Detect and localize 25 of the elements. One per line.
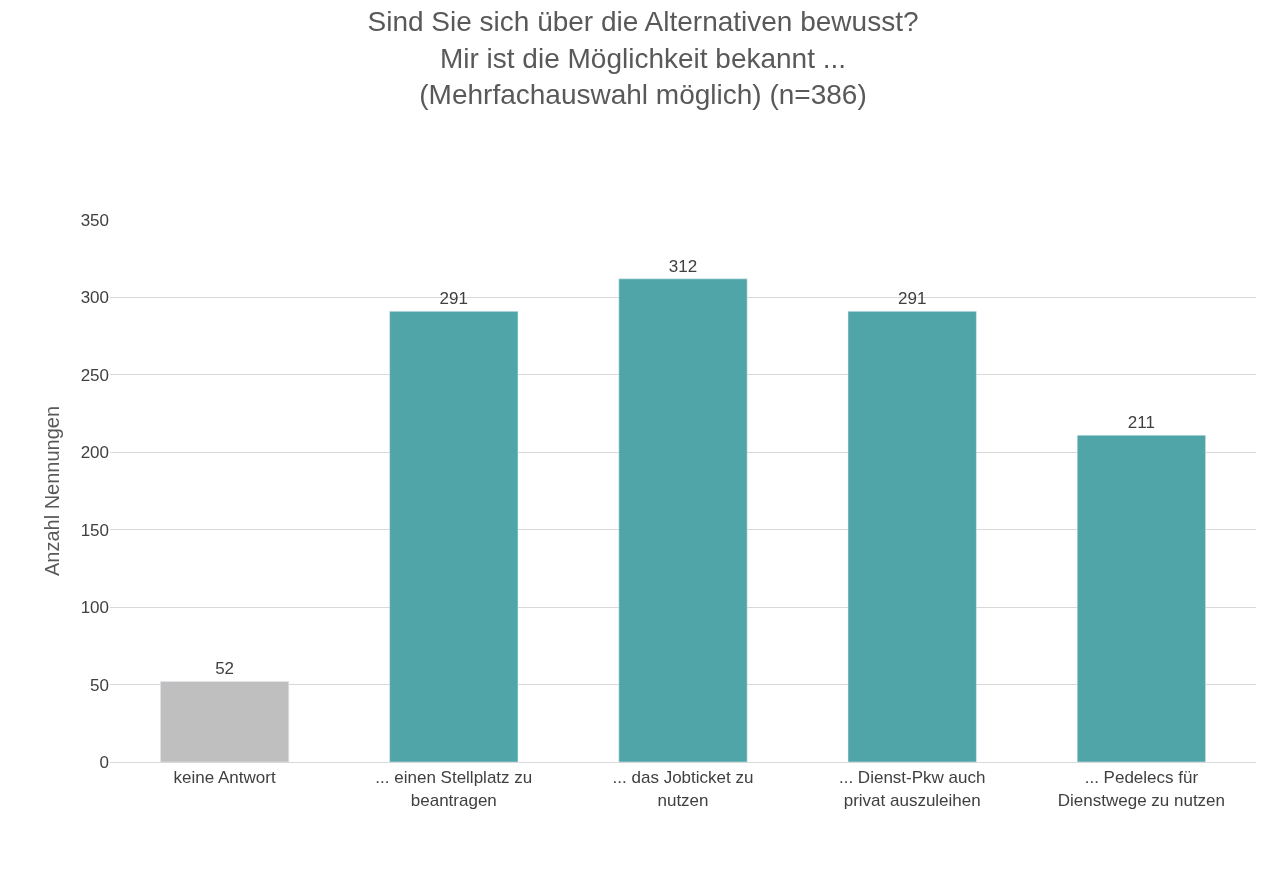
x-tick-label: ... Pedelecs für Dienstwege zu nutzen <box>1057 768 1226 810</box>
chart-title: Sind Sie sich über die Alternativen bewusst? Mir ist die Möglichkeit bekannt ... (Mehrfachauswahl möglich) (n=386) <box>367 6 919 111</box>
y-tick-label: 200 <box>80 443 109 463</box>
bar <box>847 311 977 762</box>
data-label: 52 <box>215 659 235 679</box>
y-tick-label: 250 <box>80 365 109 385</box>
x-tick-label: ... das Jobticket zu nutzen <box>612 768 754 810</box>
x-tick-label: ... Dienst-Pkw auch privat auszuleihen <box>838 768 986 810</box>
data-label: 291 <box>898 289 927 309</box>
data-label: 291 <box>439 289 468 309</box>
data-label: 211 <box>1127 413 1155 433</box>
data-label: 312 <box>668 256 698 276</box>
y-axis-title: Anzahl Nennungen <box>41 405 64 577</box>
y-tick-label: 0 <box>99 752 109 772</box>
bar <box>1076 435 1206 762</box>
bar <box>618 278 748 762</box>
y-tick-label: 150 <box>80 520 109 540</box>
y-tick-label: 100 <box>80 598 109 618</box>
y-tick-label: 300 <box>80 288 109 308</box>
bar <box>389 311 519 762</box>
x-tick-label: ... einen Stellplatz zu beantragen <box>375 768 533 810</box>
bar <box>160 681 290 762</box>
x-tick-label: keine Antwort <box>173 768 276 788</box>
y-tick-label: 50 <box>90 675 109 695</box>
y-tick-label: 350 <box>80 210 109 230</box>
